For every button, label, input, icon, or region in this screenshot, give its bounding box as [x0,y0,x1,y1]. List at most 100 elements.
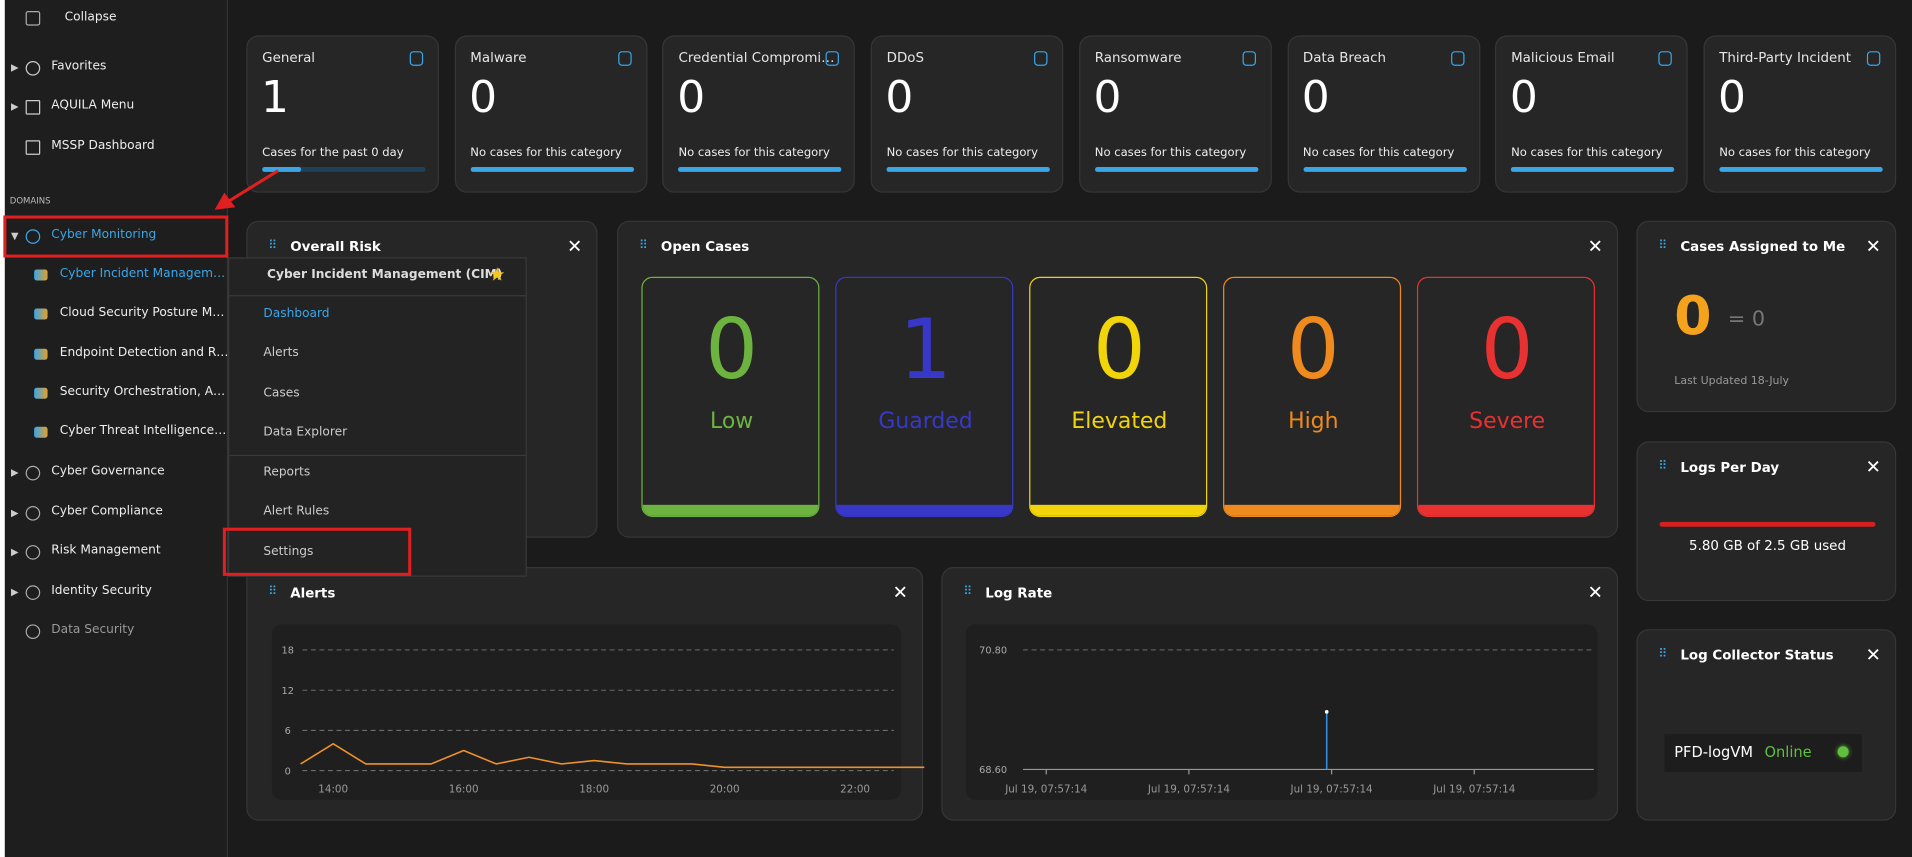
kpi-value: 0 [1301,73,1330,124]
risk-level: 0 Severe [1416,276,1595,518]
x-tick-label: Jul 19, 07:57:14 [1290,784,1373,796]
kpi-card[interactable]: Credential Compromi… 0 No cases for this c… [662,35,856,193]
risk-level: 0 High [1223,276,1402,518]
kpi-caption: No cases for this category [678,146,830,160]
close-button[interactable]: ✕ [892,581,908,604]
widget-title: Cases Assigned to Me [1680,239,1846,255]
progress-track [470,167,634,172]
risk-label: Guarded [878,408,973,435]
chart: 68.60 70.80 Jul 19, 07:57:14 Jul 19, 07:57:… [979,646,1594,796]
risk-count: 0 [1093,302,1146,399]
collapse-button[interactable]: Collapse [64,10,117,25]
risk-label: Severe [1469,408,1546,435]
kpi-title: General [262,49,316,66]
kpi-card[interactable]: Malicious Email 0 No cases for this catego… [1495,35,1688,193]
kpi-icon [1034,51,1048,66]
domain-item[interactable]: Data Security [51,623,135,637]
close-button[interactable]: ✕ [1865,235,1882,258]
kpi-caption: No cases for this category [886,146,1039,160]
progress-track [262,167,426,172]
kpi-card[interactable]: Malware 0 No cases for this category [454,35,648,193]
widget: ⠿ Log Rate ✕ 68.60 70.80 Jul 19, 07:57:14 Jul … [941,567,1619,821]
caret: ▶ [10,62,19,74]
domain-icon [34,427,48,438]
kpi-title: Credential Compromi… [678,49,835,66]
kpi-caption: Cases for the past 0 day [262,146,404,160]
flyout-item[interactable]: Dashboard [263,307,330,321]
kpi-card[interactable]: Third-Party Incident 0 No cases for this c… [1703,35,1897,193]
domain-icon [34,308,48,320]
nav-item[interactable]: MSSP Dashboard [51,139,155,153]
domain-item[interactable]: Cyber Compliance [51,504,163,519]
y-tick-label: 68.60 [979,765,1007,776]
flyout-item[interactable]: Alerts [263,346,299,360]
kpi-icon [1658,51,1673,66]
icon [25,140,41,155]
edge [0,0,5,857]
widget: ⠿ Log Collector Status ✕ PFD-logVM Online [1636,629,1897,821]
kpi-card[interactable]: General 1 Cases for the past 0 day [246,35,439,193]
x-tick-label: 16:00 [449,784,479,796]
kpi-card[interactable]: Data Breach 0 No cases for this category [1287,35,1480,193]
kpi-card[interactable]: DDoS 0 No cases for this category [870,35,1064,193]
icon [25,506,41,521]
domain-item[interactable]: Cyber Governance [51,464,165,479]
sub-item[interactable]: Security Orchestration, A… [59,385,226,399]
nav-item[interactable]: AQUILA Menu [51,98,135,113]
usage-text: 5.80 GB of 2.5 GB used [1689,537,1846,554]
collector-status: Online [1764,743,1812,761]
domain-item[interactable]: Identity Security [51,584,152,598]
risk-bar [1418,504,1594,516]
flyout-item[interactable]: Cases [263,386,300,400]
drag-handle: ⠿ [268,585,278,599]
drag-handle: ⠿ [638,239,648,253]
risk-count: 0 [1480,302,1534,399]
close-button[interactable]: ✕ [567,235,583,258]
flyout-item[interactable]: Settings [263,545,314,559]
kpi-value: 1 [260,73,289,124]
sub-item[interactable]: Cyber Incident Managem… [59,267,226,281]
sep [229,295,526,297]
flyout-item[interactable]: Alert Rules [263,504,330,519]
kpi-value: 0 [469,73,498,124]
caret: ▶ [10,101,19,113]
progress-track [1511,167,1675,172]
sub-item[interactable]: Cloud Security Posture M… [59,306,225,320]
arrow-head [214,192,236,210]
nav-item[interactable]: Favorites [51,59,107,74]
x-tick-label: 20:00 [710,784,740,796]
y-tick-label: 18 [282,646,294,657]
widget: ⠿ Cases Assigned to Me ✕ 0 = 0 Last Updated 1… [1636,220,1897,413]
caret: ▼ [10,230,19,242]
domain-item[interactable]: Risk Management [51,543,161,558]
domain-icon [34,387,48,399]
domain-item[interactable]: Cyber Monitoring [51,228,157,242]
domain-icon [34,269,48,281]
close-button[interactable]: ✕ [1865,456,1882,479]
kpi-icon [617,51,632,66]
kpi-value: 0 [1509,73,1538,124]
flyout-item[interactable]: Data Explorer [263,425,348,439]
close-button[interactable]: ✕ [1587,235,1603,258]
kpi-card[interactable]: Ransomware 0 No cases for this category [1078,35,1272,193]
close-button[interactable]: ✕ [1587,581,1603,604]
kpi-value: 0 [885,73,914,124]
risk-level: 1 Guarded [835,276,1014,518]
collector-name: PFD-logVM [1674,743,1753,761]
widget-title: Logs Per Day [1680,459,1780,476]
icon [25,99,41,115]
y-tick-label: 70.80 [979,646,1007,657]
assigned-total: = 0 [1727,307,1766,332]
close-button[interactable]: ✕ [1865,643,1882,666]
x-tick-label: 18:00 [579,784,609,796]
kpi-caption: No cases for this category [1719,146,1871,160]
sub-item[interactable]: Cyber Threat Intelligence… [59,424,227,438]
icon [25,229,41,244]
sub-item[interactable]: Endpoint Detection and R… [59,345,229,360]
kpi-icon [1866,51,1881,66]
usage-bar [1659,521,1876,527]
caret: ▶ [10,507,19,519]
flyout-item[interactable]: Reports [263,465,311,480]
icon [25,585,41,600]
